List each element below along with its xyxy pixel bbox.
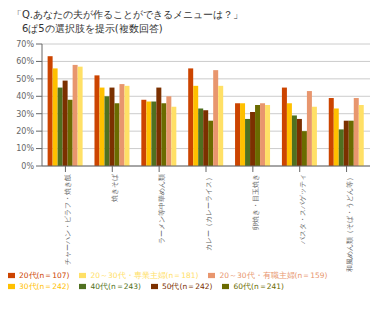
svg-text:10%: 10% xyxy=(16,144,34,153)
svg-text:焼きそば: 焼きそば xyxy=(111,173,119,202)
svg-text:カレー（カレーライス）: カレー（カレーライス） xyxy=(205,174,213,251)
html-text:「Q.あなたの夫が作ることができるメニューは？」: 「Q.あなたの夫が作ることができるメニューは？」 xyxy=(12,9,244,20)
svg-text:和風めん類（そば・うどん等）: 和風めん類（そば・うどん等） xyxy=(346,174,354,272)
svg-text:0%: 0% xyxy=(21,162,34,171)
html-text:6ぱ5の選択肢を提示(複数回答): 6ぱ5の選択肢を提示(複数回答) xyxy=(12,23,163,34)
svg-text:60%: 60% xyxy=(16,57,34,66)
svg-text:70%: 70% xyxy=(16,40,34,49)
html-text:30代(n＝242): 30代(n＝242) xyxy=(19,282,70,291)
svg-text:卵焼き・目玉焼き: 卵焼き・目玉焼き xyxy=(252,174,260,230)
html-text:50代(n＝242): 50代(n＝242) xyxy=(161,282,213,291)
html-text:60代(n＝241): 60代(n＝241) xyxy=(233,282,284,291)
svg-text:30%: 30% xyxy=(16,110,34,119)
html-text:20～30代・有職主婦(n＝159): 20～30代・有職主婦(n＝159) xyxy=(219,271,328,280)
svg-text:20%: 20% xyxy=(16,127,34,136)
svg-text:チャーハン・ビラフ・焼き飯: チャーハン・ビラフ・焼き飯 xyxy=(64,174,72,265)
html-text:20代(n＝107): 20代(n＝107) xyxy=(19,271,70,280)
html-text:40代(n＝243): 40代(n＝243) xyxy=(90,282,141,291)
svg-text:パスタ・スパゲッティ: パスタ・スパゲッティ xyxy=(299,174,307,245)
svg-text:40%: 40% xyxy=(16,92,34,101)
svg-text:ラーメン等中華めん類: ラーメン等中華めん類 xyxy=(158,174,166,244)
html-text:20～30代・専業主婦(n＝181): 20～30代・専業主婦(n＝181) xyxy=(90,271,199,280)
svg-text:50%: 50% xyxy=(16,75,34,84)
